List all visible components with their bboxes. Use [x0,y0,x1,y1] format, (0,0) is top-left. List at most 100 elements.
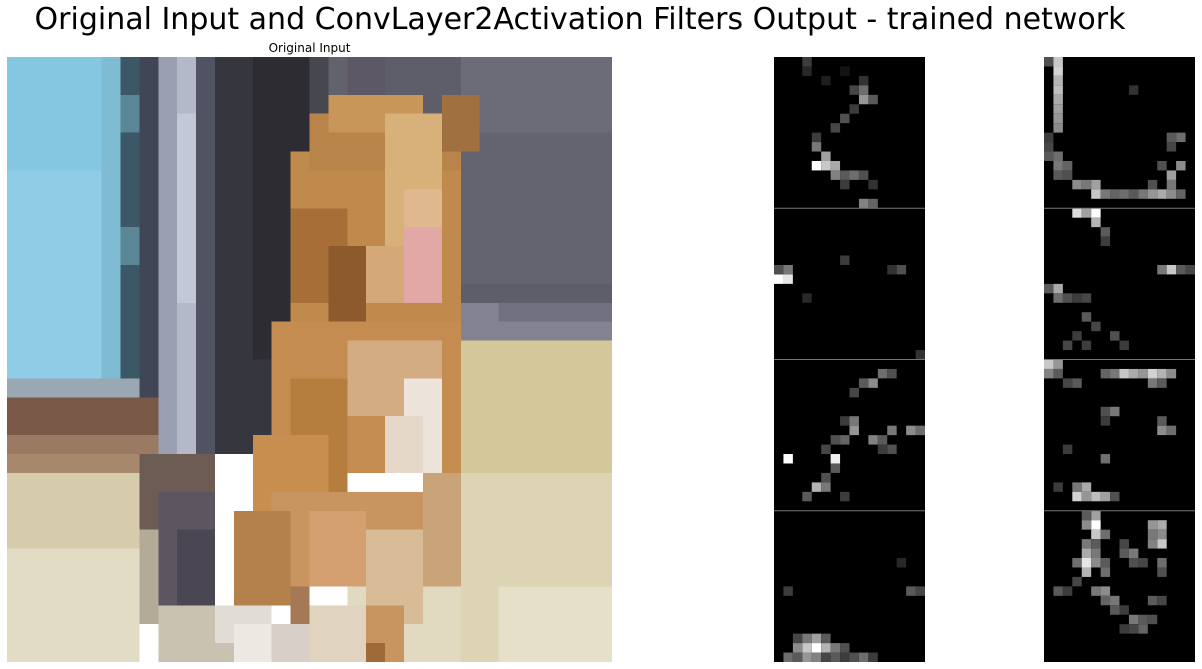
activation-cell [783,264,793,275]
activation-cell [849,387,859,398]
activation-cell [1110,595,1120,606]
activation-cell [802,66,812,76]
map-separator [774,359,925,360]
activation-cell [1081,558,1092,568]
activation-cell [1176,189,1186,199]
activation-cell [1062,160,1073,171]
activation-cell [811,652,822,662]
activation-map-b4 [1044,510,1195,634]
activation-cell [1157,189,1167,199]
activation-cell [1157,416,1167,426]
activation-cell [1119,368,1129,379]
activation-cell [1147,189,1158,199]
activation-cell [858,170,869,180]
activation-cell [877,444,888,455]
activation-cell [896,558,907,568]
activation-cell [849,85,859,95]
activation-cell [1110,491,1120,502]
activation-cell [774,274,784,284]
activation-cell [1044,151,1054,161]
activation-cell [1081,520,1092,530]
activation-map-a1 [802,57,878,209]
activation-cell [1100,406,1111,417]
activation-cell [830,454,841,464]
activation-cell [1091,208,1101,218]
activation-cell [1044,283,1054,294]
activation-cell [1147,520,1158,530]
activation-cell [802,491,812,502]
activation-cell [1072,208,1082,218]
activation-cell [849,652,859,662]
activation-cell [1176,160,1186,171]
activation-cell [1100,558,1111,568]
activation-cell [821,472,831,483]
activation-cell [1166,425,1177,436]
activation-cell [1110,189,1120,199]
activation-cell [1062,170,1073,180]
activation-cell [830,170,841,180]
activation-cell [1091,491,1101,502]
activation-cell [1157,425,1167,436]
activation-cell [830,652,841,662]
activation-cell [821,482,831,492]
activation-cell [1166,142,1177,152]
activation-cell [1157,567,1167,577]
activation-cell [1081,293,1092,303]
activation-cell [1157,529,1167,540]
activation-cell [1166,189,1177,199]
filter-column-a-svg [774,57,925,662]
activation-cell [774,264,784,275]
activation-cell [840,179,850,190]
activation-cell [1072,179,1082,190]
activation-cell [858,198,869,209]
activation-cell [840,416,850,426]
activation-cell [821,633,831,644]
activation-cell [1157,539,1167,549]
activation-cell [1044,142,1054,152]
map-separator [774,207,925,209]
activation-cell [1138,624,1148,634]
activation-cell [1072,293,1082,303]
activation-cell [1147,539,1158,549]
activation-cell [1053,586,1063,596]
map-separator [1044,359,1195,360]
activation-cell [1138,558,1148,568]
activation-cell [1110,368,1120,379]
activation-cell [1081,312,1092,322]
activation-cell [821,652,831,662]
activation-cell [1053,283,1063,294]
activation-cell [1053,113,1063,124]
activation-cell [1091,520,1101,530]
activation-cell [1119,624,1129,634]
activation-cell [1053,57,1063,67]
activation-cell [1110,331,1120,341]
activation-cell [849,170,859,180]
activation-cell [840,255,850,265]
activation-cell [868,94,878,105]
activation-cell [1119,539,1129,549]
activation-cell [1138,189,1148,199]
activation-cell [858,75,869,86]
activation-cell [1072,331,1082,341]
activation-cell [1157,264,1167,275]
activation-cell [840,113,850,124]
activation-cell [858,94,869,105]
activation-cell [1081,567,1092,577]
activation-map-b2 [1044,207,1195,351]
activation-cell [1091,558,1101,568]
activation-cell [1062,293,1073,303]
activation-cell [821,160,831,171]
activation-cell [1091,539,1101,549]
activation-cell [1128,189,1139,199]
activation-cell [1091,217,1101,228]
activation-map-b3 [1044,359,1195,502]
activation-cell [1091,189,1101,199]
activation-cell [830,435,841,445]
activation-cell [1081,539,1092,549]
activation-cell [1128,624,1139,634]
activation-cell [1166,179,1177,190]
activation-cell [1062,340,1073,351]
activation-cell [783,274,793,284]
original-input-image [7,57,612,662]
activation-cell [1119,548,1129,559]
